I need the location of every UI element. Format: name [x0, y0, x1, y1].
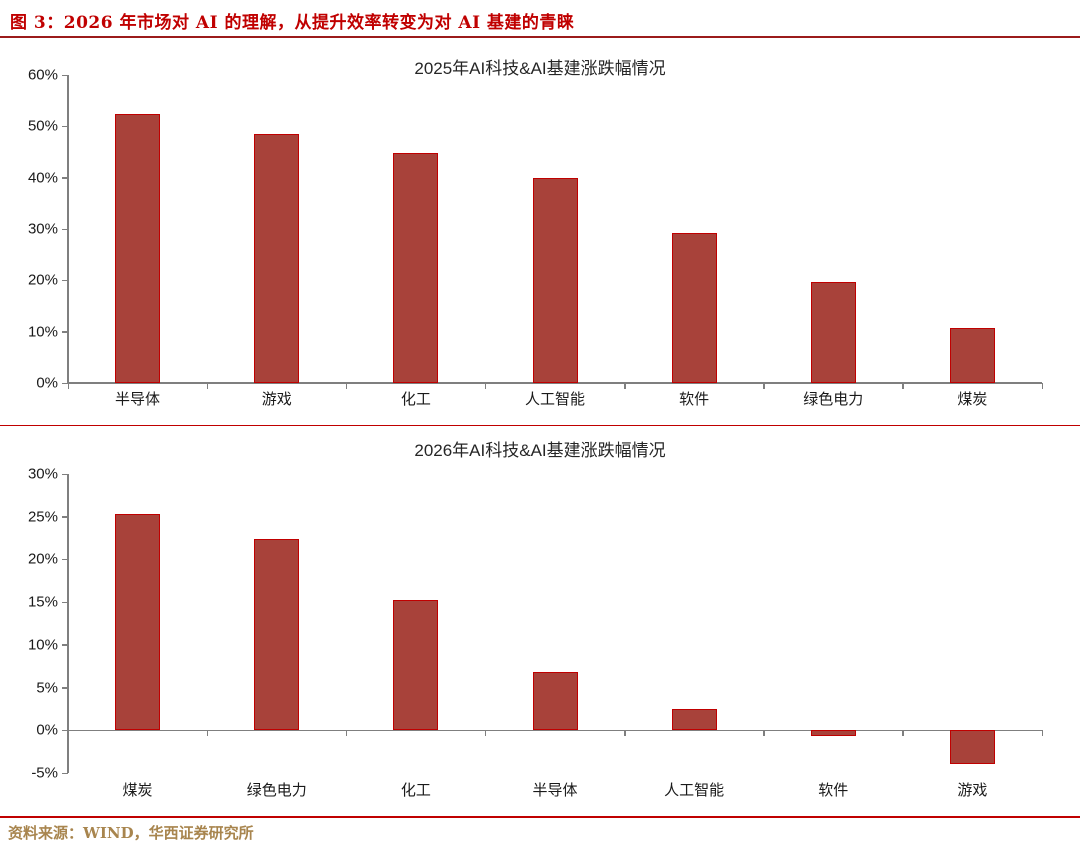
y-axis-tick [62, 473, 68, 475]
bar-chart-2026: 2026年AI科技&AI基建涨跌幅情况 30% 25% 20% 15% 10% 5% 0% -… [0, 432, 1080, 816]
x-axis-category-label: 软件 [679, 390, 710, 408]
x-axis-line [67, 382, 1042, 384]
bar-化工 [393, 600, 439, 731]
bar-煤炭 [949, 328, 995, 383]
x-axis-tick [67, 730, 69, 737]
x-axis-category-label: 半导体 [115, 390, 161, 408]
bar-半导体 [115, 113, 161, 383]
y-axis-tick-label: 10% [27, 323, 58, 341]
y-axis-tick [62, 279, 68, 282]
chart-title-2025: 2025年AI科技&AI基建涨跌幅情况 [414, 59, 666, 78]
y-axis-tick-label: 25% [27, 508, 58, 526]
y-axis-tick-label: 20% [27, 271, 58, 289]
x-axis-category-label: 软件 [818, 781, 849, 799]
x-axis-category-label: 半导体 [532, 781, 578, 799]
y-axis-tick-label: -5% [31, 764, 58, 782]
bar-人工智能 [671, 708, 717, 731]
title-rule-divider [0, 36, 1080, 38]
y-axis-tick-label: 30% [27, 220, 58, 238]
y-axis-tick [62, 125, 68, 128]
x-axis-tick [484, 730, 487, 737]
y-axis-tick [62, 331, 68, 333]
x-axis-category-label: 人工智能 [664, 781, 725, 799]
x-axis-tick [206, 383, 209, 389]
x-axis-tick [902, 383, 904, 389]
y-axis-tick-label: 10% [27, 636, 58, 654]
x-axis-category-label: 绿色电力 [246, 781, 307, 799]
chart-divider [0, 425, 1080, 426]
x-axis-tick [624, 383, 626, 389]
y-axis-tick [62, 558, 68, 561]
x-axis-category-label: 游戏 [957, 781, 988, 799]
bar-软件 [671, 233, 717, 383]
x-axis-line [67, 729, 1042, 732]
x-axis-tick [763, 730, 765, 737]
y-axis-tick-label: 15% [27, 593, 58, 611]
y-axis-tick [62, 772, 68, 774]
x-axis-tick [624, 730, 626, 737]
y-axis-tick [62, 74, 68, 76]
bar-绿色电力 [254, 538, 300, 731]
x-axis-tick [902, 730, 904, 737]
x-axis-category-label: 化工 [400, 390, 431, 408]
figure-title: 图 3：2026 年市场对 AI 的理解，从提升效率转变为对 AI 基建的青睐 [10, 13, 575, 33]
bar-游戏 [254, 134, 300, 383]
y-axis-tick-label: 40% [27, 169, 58, 187]
y-axis-line [67, 474, 69, 773]
y-axis-tick [62, 729, 68, 732]
x-axis-tick [1041, 383, 1043, 389]
x-axis-tick [484, 383, 487, 389]
x-axis-tick [67, 383, 69, 389]
x-axis-category-label: 煤炭 [122, 781, 153, 799]
bar-化工 [393, 153, 439, 383]
y-axis-tick-label: 0% [36, 721, 58, 739]
y-axis-tick [62, 382, 68, 384]
x-axis-category-label: 煤炭 [957, 390, 988, 408]
y-axis-tick-label: 50% [27, 117, 58, 135]
x-axis-tick [206, 730, 209, 737]
y-axis-tick-label: 0% [36, 374, 58, 392]
y-axis-tick-label: 60% [27, 66, 58, 84]
bar-chart-2025: 2025年AI科技&AI基建涨跌幅情况 60% 50% 40% 30% 20% 10% 0%… [0, 50, 1080, 425]
bar-煤炭 [115, 514, 161, 731]
y-axis-tick-label: 5% [36, 679, 58, 697]
x-axis-category-label: 化工 [400, 781, 431, 799]
bar-人工智能 [532, 178, 578, 383]
x-axis-tick [345, 730, 348, 737]
y-axis-tick [62, 228, 68, 230]
y-axis-tick-label: 20% [27, 550, 58, 568]
y-axis-tick [62, 644, 68, 646]
x-axis-category-label: 绿色电力 [803, 390, 864, 408]
x-axis-tick [763, 383, 765, 389]
y-axis-tick [62, 516, 68, 518]
bar-软件 [810, 730, 856, 737]
x-axis-category-label: 人工智能 [524, 390, 586, 408]
y-axis-tick-label: 30% [27, 465, 58, 483]
y-axis-tick [62, 177, 68, 179]
chart-title-2026: 2026年AI科技&AI基建涨跌幅情况 [414, 441, 666, 460]
bar-游戏 [949, 730, 995, 764]
bar-绿色电力 [810, 281, 856, 383]
bar-半导体 [532, 672, 578, 731]
y-axis-tick [62, 601, 68, 604]
x-axis-tick [345, 383, 348, 389]
x-axis-tick [1041, 730, 1043, 737]
footer-divider [0, 816, 1080, 818]
y-axis-tick [62, 687, 68, 689]
x-axis-category-label: 游戏 [261, 390, 292, 408]
data-source-note: 资料来源：WIND，华西证券研究所 [8, 824, 254, 842]
